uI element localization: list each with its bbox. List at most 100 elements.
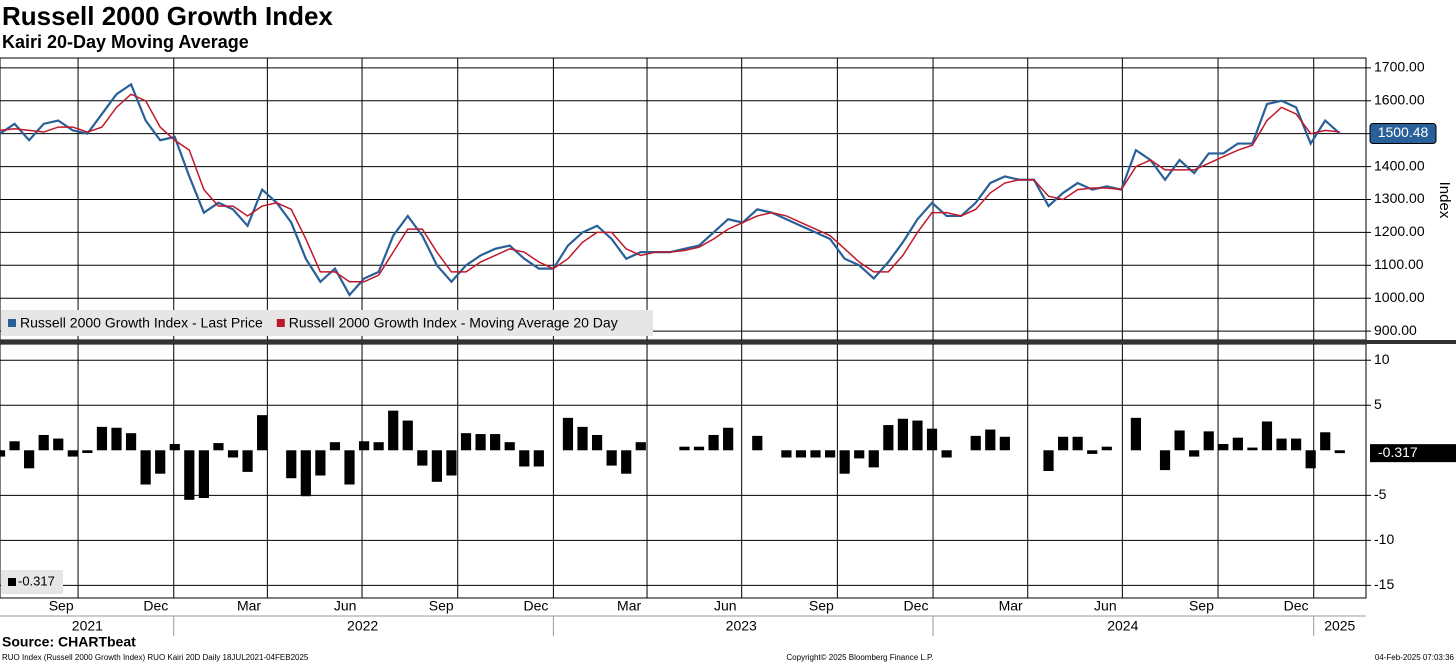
x-year-label: 2024 <box>1107 618 1138 634</box>
series-line <box>0 93 1340 283</box>
bar <box>941 450 952 458</box>
last-value-label: -0.317 <box>1378 444 1418 460</box>
bar <box>24 450 35 469</box>
bar <box>533 450 544 467</box>
bar <box>315 450 326 476</box>
chart-title: Russell 2000 Growth Index <box>2 1 333 31</box>
x-tick-label: Dec <box>523 598 548 614</box>
x-tick-label: Sep <box>1189 598 1214 614</box>
bar <box>300 450 311 497</box>
x-tick-label: Jun <box>334 598 357 614</box>
bar <box>1174 430 1185 451</box>
bar <box>198 450 209 499</box>
plot-area <box>0 343 1367 599</box>
bar <box>824 450 836 458</box>
x-tick-label: Dec <box>143 598 168 614</box>
bar <box>1320 432 1331 451</box>
bar <box>490 434 501 451</box>
bar <box>1218 443 1229 451</box>
bar <box>970 435 981 451</box>
last-value-tag <box>1369 123 1437 145</box>
x-tick-label: Dec <box>904 598 929 614</box>
bar <box>912 420 923 451</box>
bar <box>111 427 122 451</box>
x-year-label: 2023 <box>726 618 757 634</box>
bar <box>140 450 151 485</box>
bar <box>155 450 166 474</box>
y-tick-label: 1400.00 <box>1374 157 1425 173</box>
y-tick-label: 1300.00 <box>1374 190 1425 206</box>
bar <box>708 434 719 451</box>
x-tick-label: Sep <box>49 598 74 614</box>
y-tick-label: 900.00 <box>1374 322 1417 338</box>
bar <box>1087 450 1098 454</box>
bar <box>329 442 341 451</box>
x-tick-label: Sep <box>809 598 834 614</box>
bar <box>227 450 239 458</box>
bar <box>460 433 472 451</box>
panel-separator <box>0 340 1456 344</box>
bar <box>417 450 428 466</box>
bar <box>125 433 137 451</box>
bar <box>723 427 734 451</box>
bar <box>752 435 763 451</box>
bar <box>475 434 486 451</box>
y-axis-title: Index <box>1436 182 1453 219</box>
bar <box>1130 417 1142 451</box>
legend-label: -0.317 <box>18 573 55 588</box>
y-tick-label: 10 <box>1374 351 1390 367</box>
bar <box>431 450 442 482</box>
legend-box <box>1 310 653 336</box>
bar <box>781 450 792 458</box>
bar <box>1247 447 1258 451</box>
bar <box>926 428 938 451</box>
x-tick-label: Mar <box>999 598 1023 614</box>
bar <box>1305 450 1316 469</box>
x-year-label: 2022 <box>347 618 378 634</box>
y-tick-label: 5 <box>1374 396 1382 412</box>
bar <box>9 441 20 451</box>
bar <box>1159 450 1171 471</box>
legend-swatch <box>276 319 285 327</box>
x-tick-label: Jun <box>714 598 737 614</box>
bar <box>504 442 515 451</box>
y-tick-label: -10 <box>1374 531 1394 547</box>
legend-swatch <box>8 319 16 327</box>
bar <box>402 420 413 451</box>
bar <box>0 450 6 457</box>
bar <box>53 438 64 451</box>
x-year-label: 2021 <box>72 618 103 634</box>
legend-swatch <box>8 578 16 586</box>
bar <box>38 434 49 451</box>
bar <box>344 450 355 485</box>
bar <box>1043 450 1054 471</box>
bar <box>679 446 690 451</box>
bar <box>1334 450 1345 454</box>
bar <box>257 415 268 451</box>
bar <box>1291 438 1302 451</box>
bar <box>242 450 253 472</box>
bar <box>1189 450 1200 457</box>
bar <box>96 426 108 451</box>
bar <box>1261 421 1273 451</box>
y-tick-label: 1000.00 <box>1374 289 1425 305</box>
y-tick-label: 1700.00 <box>1374 59 1425 75</box>
bar <box>621 450 632 474</box>
bar <box>854 450 865 459</box>
bar <box>606 450 617 466</box>
bar <box>810 450 821 458</box>
footnote: RUO Index (Russell 2000 Growth Index) RU… <box>2 653 309 662</box>
source: Source: CHARTbeat <box>2 634 136 650</box>
y-tick-label: -15 <box>1374 576 1394 592</box>
bar <box>562 417 574 451</box>
y-tick-label: -5 <box>1374 486 1387 502</box>
bar <box>67 450 78 457</box>
x-tick-label: Sep <box>429 598 454 614</box>
y-tick-label: 1200.00 <box>1374 223 1425 239</box>
chart-subtitle: Kairi 20-Day Moving Average <box>2 32 249 52</box>
bar <box>1101 446 1112 451</box>
bar <box>213 443 224 451</box>
bar <box>1072 436 1083 451</box>
bar <box>388 410 399 451</box>
